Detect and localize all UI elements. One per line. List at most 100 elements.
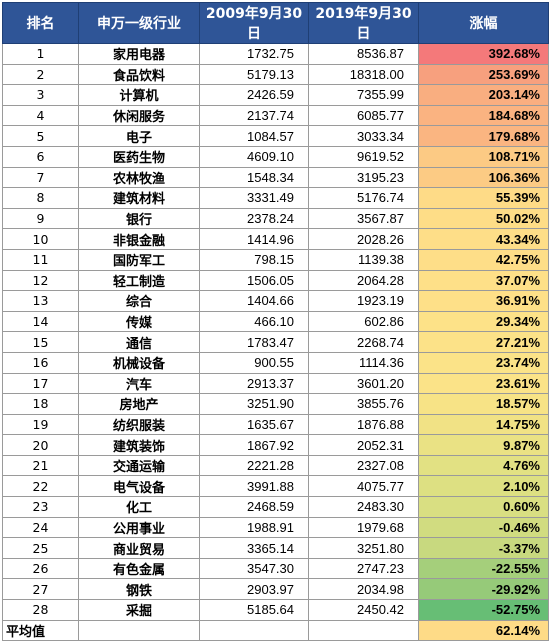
rank-cell: 9 [2,207,79,230]
change-cell: 106.36% [418,166,549,189]
value-2019-cell: 2064.28 [308,269,419,292]
value-2009-cell: 2903.97 [199,578,309,601]
industry-cell: 化工 [78,496,200,518]
value-2009-cell: 2468.59 [199,496,309,518]
table-row: 4 休闲服务 2137.74 6085.77 184.68% [2,104,549,127]
industry-cell: 非银金融 [78,228,200,250]
rank-cell: 26 [2,557,79,580]
rank-cell: 11 [2,248,79,271]
value-2009-cell: 900.55 [199,351,309,374]
value-2019-cell: 2052.31 [308,434,419,456]
value-2009-cell: 1867.92 [199,434,309,456]
value-2009-cell: 798.15 [199,248,309,271]
value-2009-cell: 466.10 [199,310,309,333]
value-2019-cell: 3251.80 [308,537,419,559]
value-2019-cell: 8536.87 [308,43,419,65]
value-2019-cell: 2034.98 [308,578,419,601]
table-row: 8 建筑材料 3331.49 5176.74 55.39% [2,187,549,209]
value-2009-cell: 2137.74 [199,104,309,127]
header-2019: 2019年9月30日 [308,2,419,44]
industry-cell: 汽车 [78,372,200,395]
rank-cell: 27 [2,578,79,601]
change-cell: 37.07% [418,269,549,292]
value-2019-cell: 2327.08 [308,454,419,477]
change-cell: 14.75% [418,413,549,436]
change-cell: 253.69% [418,63,549,86]
rank-cell: 24 [2,516,79,539]
industry-cell: 综合 [78,290,200,312]
rank-cell: 13 [2,290,79,312]
rank-cell: 7 [2,166,79,189]
header-change: 涨幅 [418,2,549,44]
value-2019-cell: 5176.74 [308,187,419,209]
table-row: 7 农林牧渔 1548.34 3195.23 106.36% [2,166,549,189]
industry-cell: 通信 [78,331,200,353]
value-2019-cell: 1114.36 [308,351,419,374]
rank-cell: 8 [2,187,79,209]
value-2009-cell: 1506.05 [199,269,309,292]
value-2009-cell: 3991.88 [199,475,309,498]
industry-cell: 机械设备 [78,351,200,374]
value-2009-cell: 2426.59 [199,84,309,106]
value-2019-cell: 2268.74 [308,331,419,353]
change-cell: 184.68% [418,104,549,127]
table-row: 10 非银金融 1414.96 2028.26 43.34% [2,228,549,250]
change-cell: -3.37% [418,537,549,559]
rank-cell: 15 [2,331,79,353]
header-2009: 2009年9月30日 [199,2,309,44]
table-row: 14 传媒 466.10 602.86 29.34% [2,310,549,333]
table-row: 19 纺织服装 1635.67 1876.88 14.75% [2,413,549,436]
value-2019-cell: 4075.77 [308,475,419,498]
value-2019-cell: 1139.38 [308,248,419,271]
table-row: 15 通信 1783.47 2268.74 27.21% [2,331,549,353]
table-row: 3 计算机 2426.59 7355.99 203.14% [2,84,549,106]
value-2009-cell: 1732.75 [199,43,309,65]
table-row: 6 医药生物 4609.10 9619.52 108.71% [2,145,549,168]
table-row: 17 汽车 2913.37 3601.20 23.61% [2,372,549,395]
header-industry: 申万一级行业 [78,2,200,44]
value-2019-cell: 1979.68 [308,516,419,539]
rank-cell: 2 [2,63,79,86]
rank-cell: 19 [2,413,79,436]
value-2009-cell: 3365.14 [199,537,309,559]
industry-cell: 钢铁 [78,578,200,601]
value-2019-cell: 18318.00 [308,63,419,86]
rank-cell: 22 [2,475,79,498]
value-2009-cell: 2221.28 [199,454,309,477]
value-2019-cell: 1876.88 [308,413,419,436]
table-row: 5 电子 1084.57 3033.34 179.68% [2,125,549,147]
change-cell: 55.39% [418,187,549,209]
value-2009-cell: 1635.67 [199,413,309,436]
table-row: 24 公用事业 1988.91 1979.68 -0.46% [2,516,549,539]
rank-cell: 6 [2,145,79,168]
industry-cell: 公用事业 [78,516,200,539]
table-row: 1 家用电器 1732.75 8536.87 392.68% [2,43,549,65]
industry-cell: 建筑材料 [78,187,200,209]
change-cell: 203.14% [418,84,549,106]
value-2009-cell: 3331.49 [199,187,309,209]
change-cell: 9.87% [418,434,549,456]
table-row: 22 电气设备 3991.88 4075.77 2.10% [2,475,549,498]
value-2019-cell: 2747.23 [308,557,419,580]
value-2009-cell: 3547.30 [199,557,309,580]
industry-cell: 房地产 [78,393,200,415]
change-cell: 108.71% [418,145,549,168]
rank-cell: 4 [2,104,79,127]
change-cell: 42.75% [418,248,549,271]
value-2019-cell: 2483.30 [308,496,419,518]
table-row: 27 钢铁 2903.97 2034.98 -29.92% [2,578,549,601]
value-2019-cell: 3855.76 [308,393,419,415]
rank-cell: 25 [2,537,79,559]
industry-cell: 建筑装饰 [78,434,200,456]
industry-cell: 电子 [78,125,200,147]
table-row: 2 食品饮料 5179.13 18318.00 253.69% [2,63,549,86]
value-2009-cell: 3251.90 [199,393,309,415]
value-2009-cell: 1404.66 [199,290,309,312]
industry-cell: 家用电器 [78,43,200,65]
industry-cell: 电气设备 [78,475,200,498]
change-cell: -22.55% [418,557,549,580]
change-cell: 50.02% [418,207,549,230]
value-2019-cell: 9619.52 [308,145,419,168]
value-2009-cell: 4609.10 [199,145,309,168]
